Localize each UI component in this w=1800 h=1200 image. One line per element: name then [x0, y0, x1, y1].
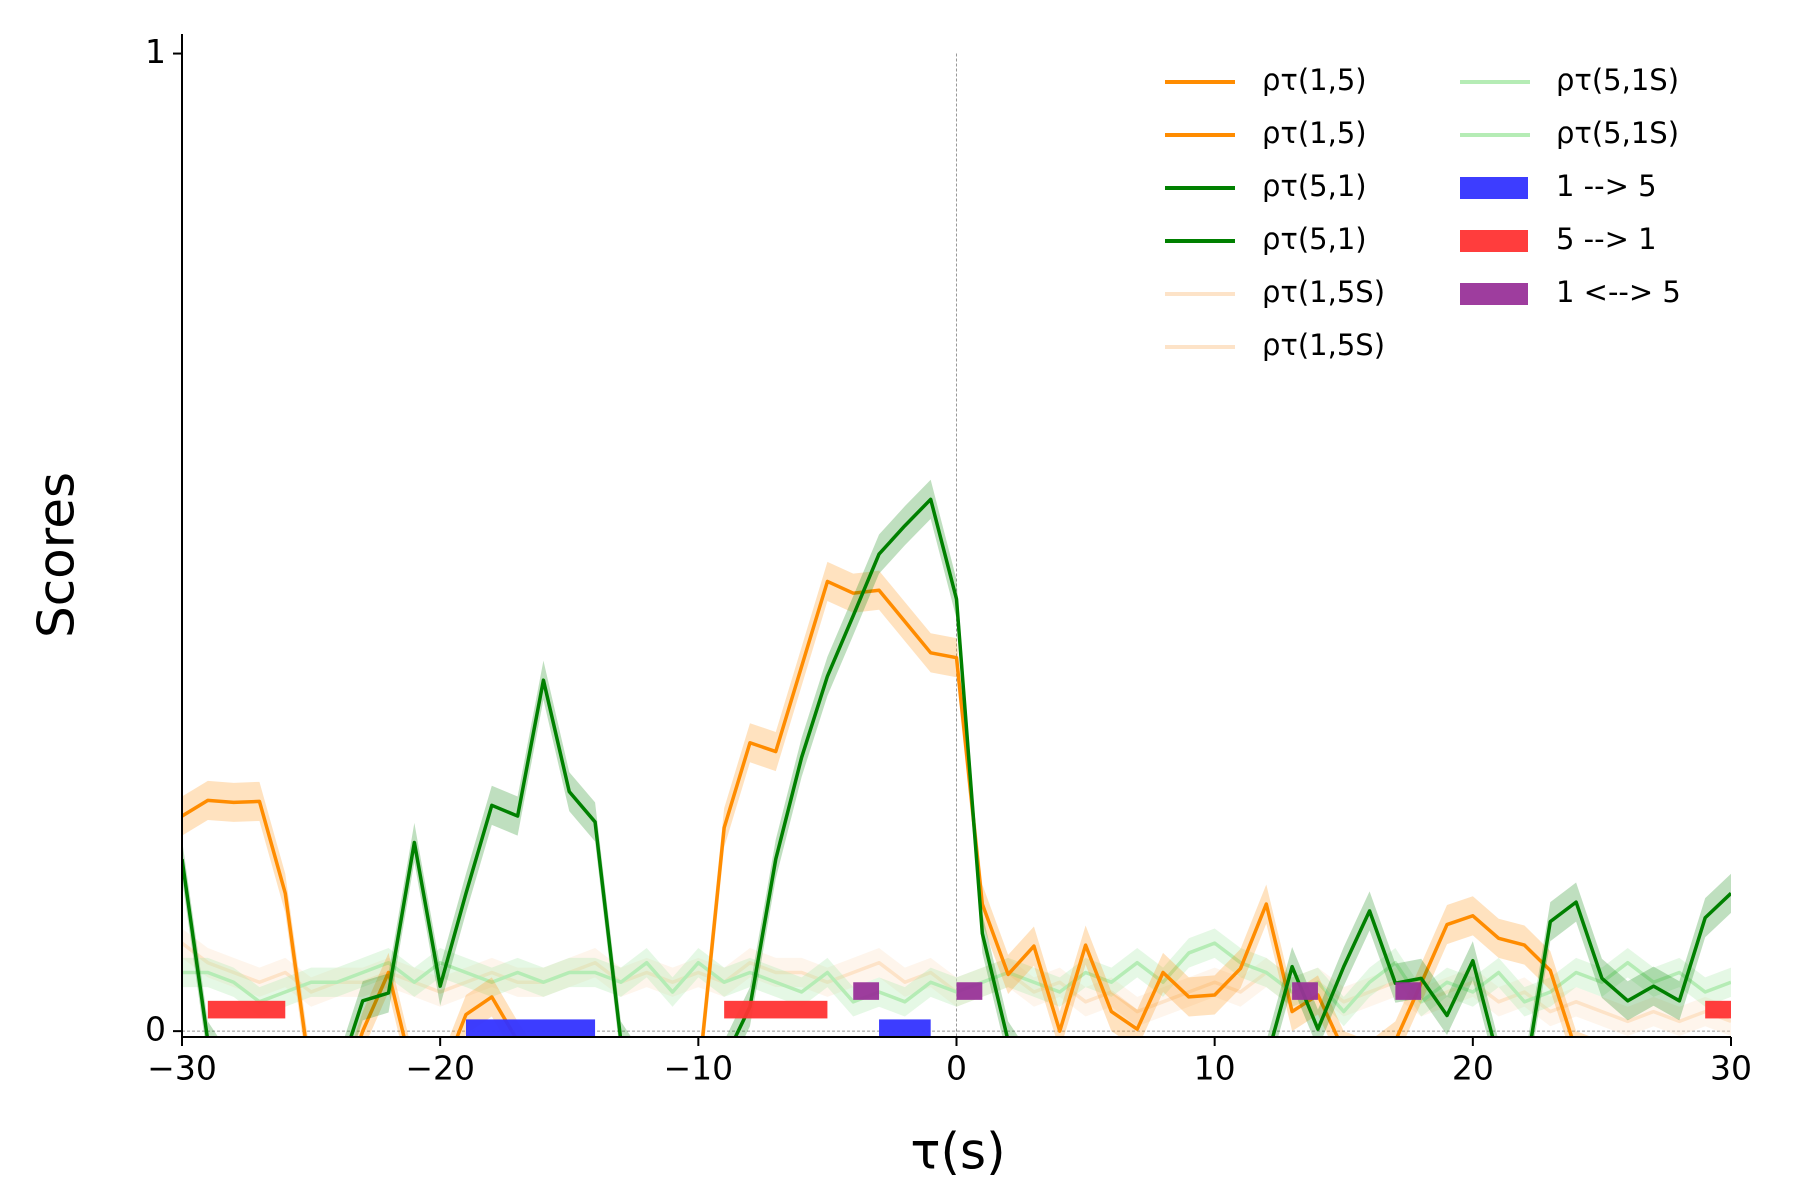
legend-label: 1 --> 5 — [1556, 169, 1657, 203]
significance-span — [879, 1019, 931, 1037]
legend-patch — [1460, 283, 1528, 305]
plot-area — [182, 53, 1731, 1037]
legend-label: 5 --> 1 — [1556, 222, 1657, 256]
legend-label: ρτ(1,5) — [1262, 116, 1367, 150]
series-line — [182, 497, 1731, 1037]
significance-span — [853, 982, 880, 1000]
legend-label: ρτ(5,1) — [1262, 222, 1367, 256]
significance-span — [724, 1000, 828, 1019]
x-tick-label: −30 — [147, 1049, 217, 1088]
legend-patch — [1460, 230, 1528, 252]
y-tick-label: 0 — [145, 1010, 166, 1049]
x-axis-label: τ(s) — [910, 1123, 1005, 1181]
x-tick-label: −20 — [405, 1049, 475, 1088]
significance-span — [1395, 982, 1422, 1000]
x-tick-label: 0 — [946, 1049, 967, 1088]
x-tick-label: −10 — [664, 1049, 734, 1088]
significance-span — [1705, 1000, 1731, 1019]
significance-span — [465, 1019, 596, 1037]
legend-label: ρτ(1,5S) — [1262, 328, 1385, 362]
y-axis-label: Scores — [28, 472, 86, 638]
legend-label: ρτ(1,5S) — [1262, 275, 1385, 309]
x-tick-label: 30 — [1710, 1049, 1752, 1088]
x-tick-label: 20 — [1452, 1049, 1494, 1088]
legend-label: ρτ(5,1S) — [1556, 63, 1679, 97]
legend-label: ρτ(5,1) — [1262, 169, 1367, 203]
legend-label: 1 <--> 5 — [1556, 275, 1681, 309]
legend-patch — [1460, 177, 1528, 199]
error-band — [182, 479, 1731, 1037]
significance-span — [956, 982, 983, 1000]
error-band — [182, 928, 1731, 1027]
legend-label: ρτ(5,1S) — [1556, 116, 1679, 150]
y-tick-label: 1 — [145, 32, 166, 71]
x-tick-label: 10 — [1194, 1049, 1236, 1088]
legend-label: ρτ(1,5) — [1262, 63, 1367, 97]
significance-span — [1292, 982, 1318, 1000]
significance-span — [207, 1000, 286, 1019]
series-line — [182, 579, 1574, 1037]
